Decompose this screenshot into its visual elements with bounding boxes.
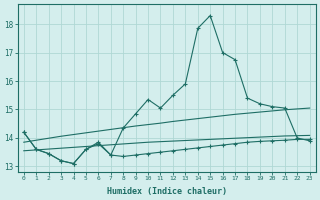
X-axis label: Humidex (Indice chaleur): Humidex (Indice chaleur)	[107, 187, 227, 196]
